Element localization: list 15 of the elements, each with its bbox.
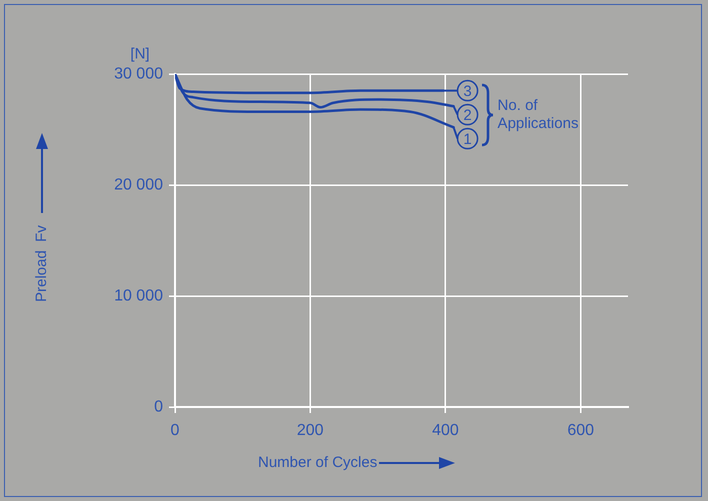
x-tick-label: 200 (296, 422, 324, 440)
x-tick-label: 0 (170, 422, 180, 440)
y-tick-label: 0 (154, 398, 164, 416)
x-axis-title: Number of Cycles (258, 454, 378, 472)
annotation: No. of Applications (498, 96, 578, 132)
x-tick-label: 600 (567, 422, 594, 440)
y-tick-label: 30 000 (114, 65, 164, 82)
y-tick-label: 20 000 (114, 176, 164, 194)
legend-label: 2 (463, 106, 472, 124)
x-tick-label: 400 (432, 422, 459, 440)
text: [N] (130, 46, 150, 63)
legend-label: 3 (463, 82, 472, 100)
y-tick-label: 10 000 (114, 287, 164, 304)
legend-label: 1 (463, 130, 472, 148)
y-axis-title: Preload Fv (33, 224, 50, 302)
